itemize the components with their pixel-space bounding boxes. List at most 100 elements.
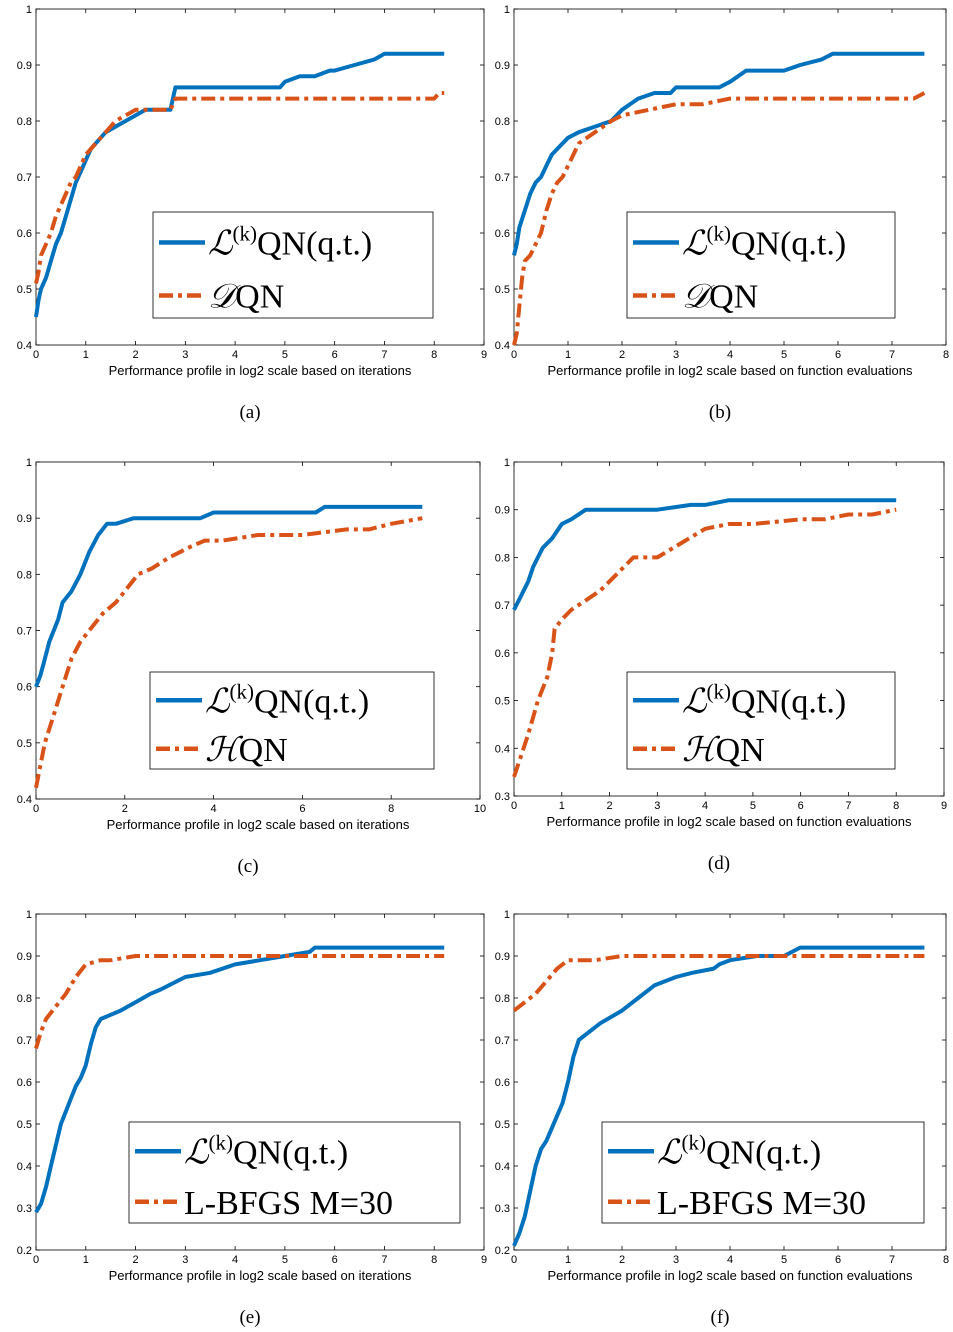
y-tick-label: 0.6 [17, 228, 32, 240]
y-tick-label: 0.7 [495, 600, 510, 612]
legend-entry-text: QN [239, 732, 288, 769]
y-tick-label: 0.6 [495, 648, 510, 660]
x-tick-label: 6 [299, 803, 305, 815]
panel-caption: (c) [237, 856, 258, 877]
x-axis-label: Performance profile in log2 scale based … [107, 817, 410, 832]
y-tick-label: 0.9 [495, 951, 510, 963]
x-tick-label: 4 [727, 349, 733, 361]
legend-entry-text: QN [235, 279, 284, 316]
legend-entry-text: QN(q.t.) [257, 226, 372, 263]
y-tick-label: 0.6 [495, 228, 510, 240]
x-tick-label: 0 [511, 1254, 517, 1266]
y-tick-label: 0.8 [495, 552, 510, 564]
x-tick-label: 5 [750, 800, 756, 812]
legend: ℒ(k)QN(q.t.) ℋQN [149, 671, 435, 770]
legend-box [601, 1121, 925, 1224]
series-line-lkqn [512, 498, 897, 611]
x-tick-label: 6 [835, 1254, 841, 1266]
legend-box [626, 671, 896, 770]
y-tick-label: 0.4 [17, 1161, 32, 1173]
x-tick-label: 8 [388, 803, 394, 815]
legend-superscript: (k) [209, 1130, 234, 1154]
series-line-baseline [512, 507, 897, 778]
x-tick-label: 2 [122, 803, 128, 815]
x-tick-label: 4 [702, 800, 708, 812]
y-tick-label: 0.2 [495, 1245, 510, 1257]
y-tick-label: 0.8 [17, 569, 32, 581]
x-tick-label: 0 [33, 349, 39, 361]
legend-script-letter: ℋ [205, 732, 244, 769]
series-line-lkqn [512, 945, 925, 1247]
series-line-baseline [34, 516, 423, 789]
y-tick-label: 0.7 [495, 1035, 510, 1047]
legend-entry: 𝒟QN [682, 279, 758, 316]
legend: ℒ(k)QN(q.t.) L-BFGS M=30 [601, 1121, 925, 1224]
x-tick-label: 2 [132, 349, 138, 361]
legend-entry: ℒ(k)QN(q.t.) [184, 1130, 348, 1171]
legend: ℒ(k)QN(q.t.) 𝒟QN [152, 211, 434, 319]
panel-caption: (b) [709, 402, 731, 423]
legend-script-letter: ℋ [682, 732, 721, 769]
y-tick-label: 0.7 [17, 1035, 32, 1047]
x-axis-label: Performance profile in log2 scale based … [109, 1268, 412, 1283]
series-line-baseline [34, 954, 445, 1049]
legend-superscript: (k) [682, 1130, 707, 1154]
legend: ℒ(k)QN(q.t.) 𝒟QN [626, 211, 896, 319]
chart-panel-a: 0 1 2 3 4 5 6 7 8 9 0.4 0.5 0.6 0.7 0.8 0.9 1 Performance… [17, 4, 487, 423]
y-tick-label: 0.4 [495, 340, 510, 352]
x-tick-label: 6 [332, 1254, 338, 1266]
panel-caption: (e) [239, 1307, 260, 1328]
x-axis-label: Performance profile in log2 scale based … [109, 363, 412, 378]
y-tick-label: 0.4 [17, 794, 32, 806]
chart-panel-e: 0 1 2 3 4 5 6 7 8 9 0.2 0.3 0.4 0.5 0.6 0.7 0.8 0.9 1 Perfo… [17, 909, 487, 1328]
x-tick-label: 4 [232, 349, 238, 361]
legend-entry-text: QN(q.t.) [706, 1134, 821, 1171]
x-tick-label: 7 [845, 800, 851, 812]
legend: ℒ(k)QN(q.t.) L-BFGS M=30 [128, 1121, 461, 1224]
legend-entry: ℋQN [205, 732, 288, 769]
legend-superscript: (k) [233, 222, 258, 246]
x-tick-label: 5 [282, 349, 288, 361]
chart-panel-d: 0 1 2 3 4 5 6 7 8 9 0.3 0.4 0.5 0.6 0.7 0.8 0.9 1 Performa… [495, 457, 947, 874]
y-tick-label: 0.5 [17, 1119, 32, 1131]
x-tick-label: 0 [33, 803, 39, 815]
x-tick-label: 7 [889, 349, 895, 361]
x-tick-label: 8 [893, 800, 899, 812]
y-tick-label: 1 [26, 909, 32, 921]
y-tick-label: 0.7 [17, 172, 32, 184]
y-tick-label: 0.4 [495, 1161, 510, 1173]
y-tick-label: 0.3 [17, 1203, 32, 1215]
y-tick-label: 0.6 [17, 1077, 32, 1089]
series-line-baseline [34, 91, 445, 284]
x-tick-label: 6 [332, 349, 338, 361]
panel-caption: (d) [708, 853, 730, 874]
x-tick-label: 7 [889, 1254, 895, 1266]
y-tick-label: 0.8 [495, 993, 510, 1005]
x-tick-label: 1 [83, 349, 89, 361]
x-tick-label: 0 [33, 1254, 39, 1266]
chart-panel-b: 0 1 2 3 4 5 6 7 8 0.4 0.5 0.6 0.7 0.8 0.9 1 Performance … [495, 4, 949, 423]
x-tick-label: 2 [606, 800, 612, 812]
legend-script-letter: ℒ [682, 683, 708, 720]
legend-entry-text: QN(q.t.) [233, 1134, 348, 1171]
y-tick-label: 0.5 [495, 1119, 510, 1131]
y-tick-label: 0.9 [17, 513, 32, 525]
y-tick-label: 1 [504, 909, 510, 921]
legend-entry: ℋQN [682, 732, 765, 769]
series-line-lkqn [34, 945, 445, 1214]
y-tick-label: 0.5 [495, 284, 510, 296]
x-tick-label: 1 [565, 1254, 571, 1266]
legend-entry-text: QN [709, 279, 758, 316]
legend-box [626, 211, 896, 319]
x-tick-label: 8 [943, 1254, 949, 1266]
legend-entry: ℒ(k)QN(q.t.) [682, 222, 846, 263]
x-tick-label: 4 [727, 1254, 733, 1266]
x-tick-label: 1 [559, 800, 565, 812]
legend-superscript: (k) [707, 679, 732, 703]
legend-entry: ℒ(k)QN(q.t.) [208, 222, 372, 263]
panel-caption: (f) [711, 1307, 730, 1328]
y-tick-label: 0.5 [17, 284, 32, 296]
x-tick-label: 3 [673, 349, 679, 361]
x-axis-label: Performance profile in log2 scale based … [547, 814, 912, 829]
